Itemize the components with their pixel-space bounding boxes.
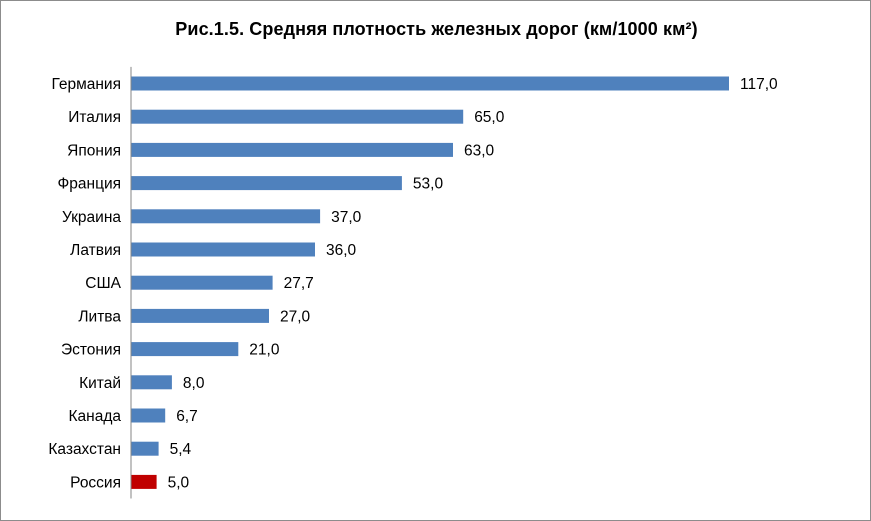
bar: [131, 242, 315, 257]
value-label: 6,7: [176, 408, 198, 425]
category-label: Китай: [79, 375, 121, 392]
value-label: 117,0: [740, 76, 778, 93]
value-label: 21,0: [249, 342, 280, 359]
category-label: США: [85, 275, 121, 292]
category-label: Эстония: [61, 342, 121, 359]
category-label: Россия: [70, 474, 121, 491]
bar: [131, 342, 239, 357]
category-label: Казахстан: [48, 441, 121, 458]
category-label: Литва: [78, 308, 121, 325]
category-label: Япония: [67, 142, 121, 159]
bars-layer: [131, 76, 729, 489]
bar: [131, 109, 464, 124]
value-labels-layer: 117,0 65,0 63,0 53,0 37,0 36,0 27,7 27,021,0 8,0…: [168, 76, 778, 491]
category-labels-layer: Германия Италия Япония Франция Украина Латвия…: [48, 76, 121, 491]
value-label: 27,0: [280, 308, 311, 325]
value-label: 53,0: [413, 176, 444, 193]
value-label: 65,0: [474, 109, 505, 126]
value-label: 36,0: [326, 242, 357, 259]
bar: [131, 176, 402, 191]
category-label: Франция: [57, 176, 121, 193]
category-label: Германия: [52, 76, 122, 93]
value-label: 5,0: [168, 474, 190, 491]
category-label: Канада: [69, 408, 122, 425]
category-label: Италия: [68, 109, 121, 126]
value-label: 5,4: [170, 441, 192, 458]
bar: [131, 308, 269, 323]
bar: [131, 209, 321, 224]
bar: [131, 441, 159, 456]
value-label: 8,0: [183, 375, 205, 392]
bar: [131, 76, 729, 91]
chart-title: Рис.1.5. Средняя плотность железных доро…: [175, 19, 698, 39]
bar: [131, 142, 453, 157]
value-label: 37,0: [331, 209, 362, 226]
bar: [131, 408, 166, 423]
value-label: 63,0: [464, 142, 495, 159]
category-label: Украина: [62, 209, 121, 226]
value-label: 27,7: [284, 275, 314, 292]
bar: [131, 375, 172, 390]
bar: [131, 275, 273, 290]
bar: [131, 474, 157, 489]
category-label: Латвия: [70, 242, 121, 259]
